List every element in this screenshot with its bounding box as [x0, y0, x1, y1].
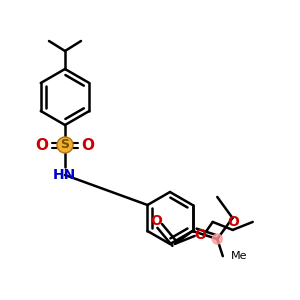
Text: Me: Me	[231, 251, 247, 261]
Text: O: O	[150, 214, 162, 228]
Text: HN: HN	[52, 168, 76, 182]
Text: O: O	[228, 215, 239, 229]
Text: S: S	[61, 139, 70, 152]
Circle shape	[212, 234, 222, 244]
Text: O: O	[35, 137, 49, 152]
Text: O: O	[194, 228, 206, 242]
Circle shape	[57, 137, 73, 153]
Text: O: O	[82, 137, 94, 152]
